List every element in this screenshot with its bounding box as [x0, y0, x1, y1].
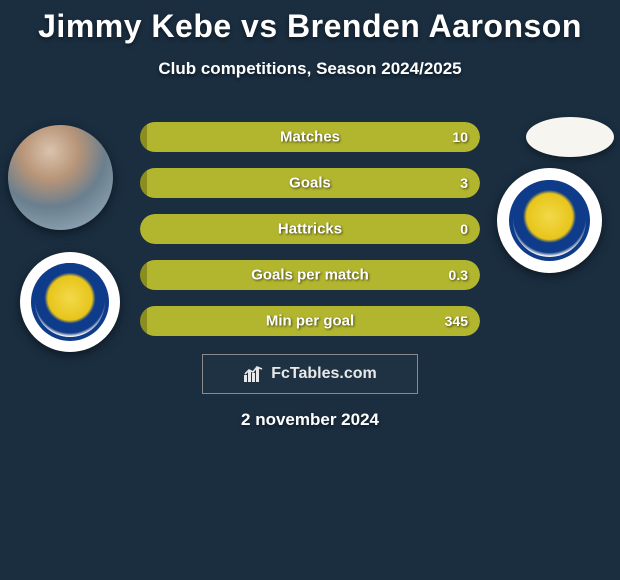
- branding-text: FcTables.com: [271, 365, 377, 383]
- stat-label: Min per goal: [266, 313, 354, 330]
- stat-bar: Matches 10: [140, 122, 480, 152]
- stat-label: Matches: [280, 129, 340, 146]
- stat-value-right: 10: [452, 129, 468, 145]
- player-right-club-badge: [497, 168, 602, 273]
- player-left-club-badge: [20, 252, 120, 352]
- stats-container: Matches 10 Goals 3 Hattricks 0 Goals per match…: [140, 122, 480, 352]
- player-left-avatar: [8, 125, 113, 230]
- page-subtitle: Club competitions, Season 2024/2025: [0, 59, 620, 79]
- stat-label: Hattricks: [278, 221, 342, 238]
- page-title: Jimmy Kebe vs Brenden Aaronson: [0, 0, 620, 45]
- stat-bar: Goals 3: [140, 168, 480, 198]
- player-right-avatar: [526, 117, 614, 157]
- stat-bar: Goals per match 0.3: [140, 260, 480, 290]
- stat-value-right: 345: [445, 313, 468, 329]
- stat-value-right: 0.3: [449, 267, 468, 283]
- branding-box: FcTables.com: [202, 354, 418, 394]
- stat-bar: Hattricks 0: [140, 214, 480, 244]
- stat-label: Goals per match: [251, 267, 369, 284]
- footer-date: 2 november 2024: [0, 410, 620, 430]
- stat-label: Goals: [289, 175, 331, 192]
- stat-bar: Min per goal 345: [140, 306, 480, 336]
- stat-value-right: 0: [460, 221, 468, 237]
- barline-chart-icon: [243, 365, 265, 383]
- stat-value-right: 3: [460, 175, 468, 191]
